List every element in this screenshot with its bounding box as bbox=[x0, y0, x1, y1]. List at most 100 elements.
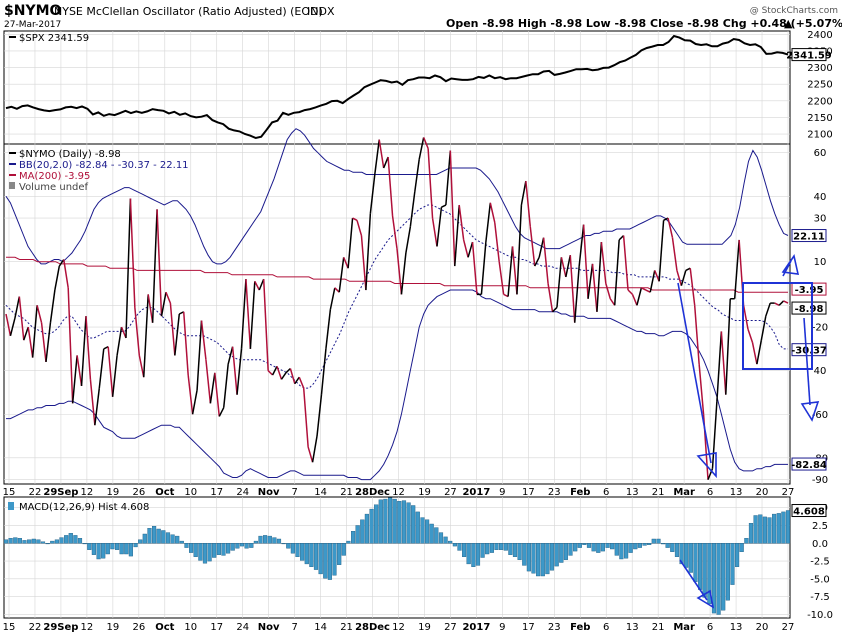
volume-legend-label: Volume undef bbox=[19, 182, 89, 193]
nymo-segment bbox=[120, 326, 127, 339]
nymo-segment bbox=[596, 242, 603, 312]
nymo-segment bbox=[756, 340, 763, 365]
macd-hist-bar bbox=[624, 543, 629, 559]
macd-last-tag: 4.608 bbox=[791, 504, 827, 518]
x-tick-label: Oct bbox=[155, 487, 174, 498]
nymo-segment bbox=[676, 270, 683, 286]
macd-hist-bar bbox=[661, 543, 666, 545]
macd-hist-bar bbox=[480, 543, 485, 558]
symbol-title: $NYMO bbox=[4, 3, 62, 19]
nymo-segment bbox=[663, 217, 669, 221]
macd-hist-bar bbox=[596, 543, 601, 553]
macd-hist-bar bbox=[457, 543, 462, 551]
macd-hist-bar bbox=[202, 543, 208, 564]
macd-hist-bar bbox=[563, 543, 568, 560]
macd-hist-bar bbox=[406, 502, 411, 544]
x-tick-label: 12 bbox=[392, 487, 405, 498]
nymo-segment bbox=[18, 296, 25, 341]
spx-line bbox=[5, 34, 789, 140]
macd-hist-bar bbox=[276, 538, 282, 544]
x-tick-label: 19 bbox=[106, 487, 119, 498]
nymo-segment bbox=[356, 220, 363, 236]
nymo-segment bbox=[45, 322, 52, 363]
nymo-segment bbox=[542, 237, 549, 284]
x-tick-label: Mar bbox=[673, 487, 695, 498]
nymo-segment bbox=[142, 294, 149, 378]
nymo-segment bbox=[569, 255, 576, 323]
macd-hist-bar bbox=[351, 531, 356, 544]
macd-hist-bar bbox=[346, 540, 351, 544]
macd-hist-bar bbox=[313, 543, 319, 570]
nymo-segment bbox=[422, 137, 429, 149]
bb-upper-tag-box bbox=[791, 229, 827, 243]
bb-middle-tag-text: -30.37 bbox=[791, 346, 827, 357]
nymo-segment bbox=[325, 309, 332, 349]
bb-middle-tag: -30.37 bbox=[791, 343, 827, 357]
nymo-segment bbox=[156, 209, 163, 317]
nymo-segment bbox=[716, 331, 723, 402]
macd-hist-bar bbox=[304, 543, 309, 565]
macd-hist-bar bbox=[364, 513, 369, 544]
nymo-segment bbox=[471, 242, 478, 295]
macd-hist-bar bbox=[388, 497, 393, 544]
y-tick-label: -7.5 bbox=[810, 592, 830, 603]
nymo-segment bbox=[316, 394, 323, 437]
nymo-segment bbox=[494, 222, 500, 262]
nymo-segment bbox=[418, 137, 425, 160]
nymo-segment bbox=[689, 268, 696, 306]
bb-upper-tag-text: 22.11 bbox=[793, 232, 825, 243]
macd-hist-bar bbox=[156, 528, 161, 544]
macd-hist-bar bbox=[670, 543, 675, 552]
x-tick-label: 23 bbox=[548, 622, 561, 633]
nymo-segment bbox=[760, 316, 767, 341]
x-tick-label: 22 bbox=[29, 487, 42, 498]
nymo-segment bbox=[240, 279, 247, 349]
macd-hist-bar bbox=[59, 537, 64, 544]
macd-hist-bar bbox=[188, 543, 194, 553]
nymo-segment bbox=[227, 346, 234, 365]
macd-hist-bar bbox=[651, 538, 656, 544]
macd-hist-bar bbox=[101, 543, 106, 559]
nymo-segment bbox=[529, 226, 536, 267]
macd-hist-bar bbox=[54, 539, 59, 544]
nymo-segment bbox=[774, 302, 780, 306]
nymo-segment bbox=[218, 407, 225, 417]
macd-hist-bar bbox=[258, 535, 263, 544]
macd-hist-bar bbox=[744, 538, 749, 544]
macd-hist-bar bbox=[698, 543, 703, 590]
nymo-segment bbox=[271, 365, 278, 376]
macd-hist-bar bbox=[207, 543, 212, 562]
macd-hist-bar bbox=[212, 543, 217, 558]
x-tick-label: 6 bbox=[603, 487, 609, 498]
nymo-segment bbox=[489, 202, 496, 223]
y-tick-label: -5.0 bbox=[810, 574, 830, 585]
nymo-segment bbox=[267, 370, 274, 376]
bb-middle-tag-box bbox=[791, 343, 827, 357]
nymo-segment bbox=[58, 259, 65, 267]
macd-hist-bar bbox=[656, 538, 661, 544]
macd-hist-bar bbox=[540, 543, 545, 577]
macd-hist-bar bbox=[415, 511, 420, 544]
macd-hist-bar bbox=[748, 523, 754, 544]
nymo-segment bbox=[467, 241, 474, 258]
nymo-segment bbox=[134, 307, 141, 356]
macd-hist-bar bbox=[628, 543, 633, 553]
bb-lower-line bbox=[6, 289, 788, 481]
macd-hist-bar bbox=[40, 541, 46, 544]
macd-hist-bar bbox=[475, 543, 481, 566]
macd-hist-bar bbox=[434, 527, 439, 544]
nymo-segment bbox=[485, 202, 492, 243]
nymo-segment bbox=[516, 204, 523, 295]
nymo-segment bbox=[765, 302, 771, 317]
nymo-segment bbox=[458, 204, 465, 240]
macd-hist-bar bbox=[512, 543, 518, 557]
macd-hist-bar bbox=[545, 543, 550, 575]
x-tick-label: 26 bbox=[132, 622, 145, 633]
x-tick-label: 27 bbox=[444, 487, 457, 498]
nymo-last-tag-box bbox=[791, 301, 827, 315]
macd-hist-bar bbox=[13, 537, 18, 544]
x-tick-label: 2017 bbox=[462, 487, 490, 498]
nymo-segment bbox=[725, 298, 731, 395]
nymo-segment bbox=[391, 215, 398, 249]
y-tick-label: 0.0 bbox=[812, 539, 828, 550]
